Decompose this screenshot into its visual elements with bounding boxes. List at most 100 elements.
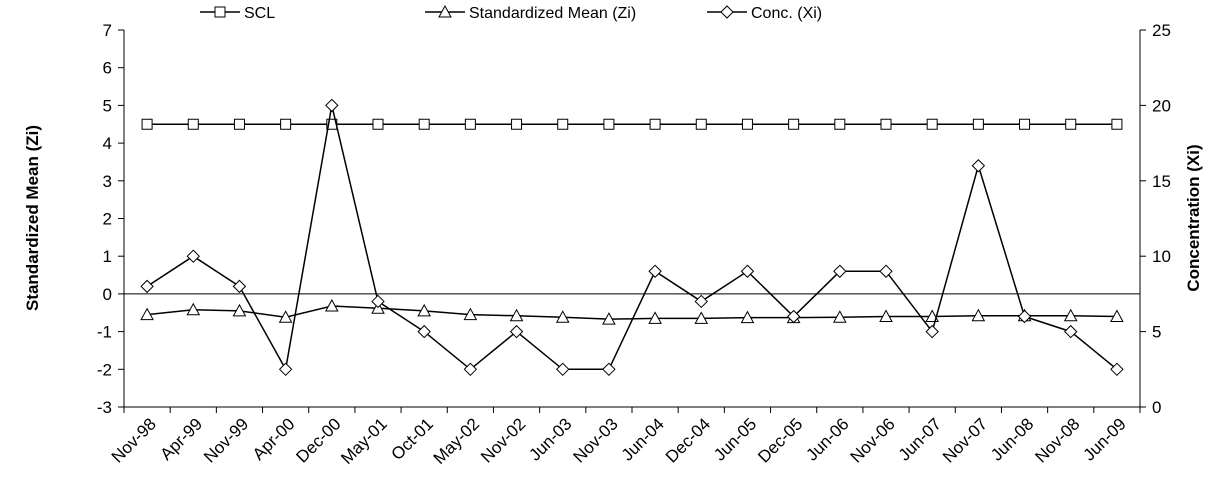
series-line-conc-xi <box>146 105 1118 372</box>
data-point-scl <box>603 118 615 130</box>
legend: SCL Standardized Mean (Zi) Conc. (Xi) <box>200 4 822 22</box>
y-tick-label: 7 <box>103 21 112 40</box>
data-point-standardized-mean-zi <box>555 310 570 323</box>
x-tick-label: Jun-06 <box>802 414 852 464</box>
x-tick-label: Jun-09 <box>1080 414 1130 464</box>
data-point-standardized-mean-zi <box>509 308 524 322</box>
x-tick-label: Nov-06 <box>847 414 899 466</box>
legend-label-standardized-mean-zi: Standardized Mean (Zi) <box>469 5 636 22</box>
x-tick-label: Nov-98 <box>108 414 160 466</box>
x-tick-label: Nov-03 <box>570 414 622 466</box>
data-point-standardized-mean-zi <box>1063 308 1078 322</box>
data-point-conc-xi <box>1064 324 1078 339</box>
legend-marker-scl <box>214 6 226 18</box>
data-point-standardized-mean-zi <box>324 298 339 312</box>
data-point-conc-xi <box>786 309 801 324</box>
x-tick-label: May-01 <box>337 414 391 468</box>
y2-tick-label: 15 <box>1152 172 1171 191</box>
y-axis-title: Standardized Mean (Zi) <box>23 125 42 311</box>
x-tick-label: Jun-04 <box>618 414 668 464</box>
legend-label-conc-xi: Conc. (Xi) <box>751 5 822 22</box>
series-layer <box>140 98 1124 377</box>
data-point-conc-xi <box>1110 362 1124 377</box>
data-point-scl <box>880 118 892 130</box>
data-point-conc-xi <box>971 159 986 173</box>
data-point-scl <box>464 118 476 130</box>
x-tick-label: Jun-05 <box>710 414 760 464</box>
y-tick-label: -3 <box>97 398 112 417</box>
data-point-conc-xi <box>278 362 293 377</box>
data-point-standardized-mean-zi <box>971 308 986 322</box>
data-point-standardized-mean-zi <box>648 311 662 324</box>
data-point-conc-xi <box>463 362 478 377</box>
x-tick-label: Nov-08 <box>1031 414 1083 466</box>
data-point-conc-xi <box>140 279 154 294</box>
data-point-standardized-mean-zi <box>694 311 709 324</box>
y-tick-label: 3 <box>103 172 112 191</box>
data-point-scl <box>1065 118 1077 130</box>
x-tick-label: Oct-01 <box>387 414 437 464</box>
data-point-scl <box>557 118 569 130</box>
data-point-conc-xi <box>417 324 431 339</box>
x-tick-label: Nov-99 <box>200 414 252 466</box>
data-point-standardized-mean-zi <box>417 303 432 317</box>
data-point-scl <box>926 118 938 130</box>
x-tick-label: Jun-08 <box>987 414 1037 464</box>
legend-marker-standardized-mean-zi <box>438 4 452 18</box>
y-tick-label: 1 <box>103 247 112 266</box>
data-point-scl <box>741 118 753 130</box>
y-tick-label: 4 <box>103 134 112 153</box>
data-point-standardized-mean-zi <box>879 309 893 323</box>
data-point-scl <box>788 118 800 130</box>
data-point-conc-xi <box>879 264 893 278</box>
data-point-conc-xi <box>186 249 200 263</box>
y2-tick-label: 10 <box>1152 247 1171 266</box>
x-tick-label: Dec-05 <box>754 414 806 466</box>
data-point-standardized-mean-zi <box>602 312 616 325</box>
data-point-standardized-mean-zi <box>463 307 478 321</box>
data-point-conc-xi <box>694 294 708 309</box>
data-point-scl <box>649 118 661 130</box>
x-tick-label: May-02 <box>430 414 484 468</box>
y-tick-label: -2 <box>97 360 112 379</box>
data-point-scl <box>834 118 846 130</box>
y2-tick-label: 5 <box>1152 323 1161 342</box>
x-tick-label: Apr-99 <box>157 414 207 464</box>
data-point-conc-xi <box>371 294 385 309</box>
data-point-scl <box>187 118 199 130</box>
data-point-scl <box>418 118 430 130</box>
data-point-standardized-mean-zi <box>740 310 755 324</box>
legend-marker-conc-xi <box>720 5 734 19</box>
y2-tick-label: 20 <box>1152 96 1171 115</box>
axes-layer: -3-2-1012345670510152025Nov-98Apr-99Nov-… <box>23 21 1203 468</box>
data-point-standardized-mean-zi <box>1110 309 1124 323</box>
data-point-conc-xi <box>325 98 339 113</box>
x-tick-label: Jun-03 <box>525 414 575 464</box>
data-point-conc-xi <box>833 264 847 278</box>
data-point-scl <box>511 118 523 130</box>
data-point-standardized-mean-zi <box>140 307 154 321</box>
data-point-scl <box>1019 118 1031 130</box>
x-tick-label: Dec-04 <box>662 414 714 466</box>
data-point-conc-xi <box>509 324 524 339</box>
data-point-scl <box>972 118 984 130</box>
y-tick-label: 5 <box>103 96 112 115</box>
data-point-scl <box>280 118 292 130</box>
x-tick-label: Nov-02 <box>477 414 529 466</box>
x-tick-label: Jun-07 <box>895 414 945 464</box>
x-tick-label: Apr-00 <box>249 414 299 464</box>
data-point-scl <box>372 118 384 130</box>
y-tick-label: 0 <box>103 285 112 304</box>
y-tick-label: -1 <box>97 323 112 342</box>
y-tick-label: 2 <box>103 210 112 229</box>
data-point-standardized-mean-zi <box>832 310 847 323</box>
x-tick-label: Dec-00 <box>292 414 344 466</box>
y2-tick-label: 0 <box>1152 398 1161 417</box>
y-tick-label: 6 <box>103 59 112 78</box>
series-line-standardized-mean-zi <box>147 305 1117 320</box>
legend-label-scl: SCL <box>244 5 275 22</box>
x-tick-label: Nov-07 <box>939 414 991 466</box>
data-point-scl <box>233 118 245 130</box>
